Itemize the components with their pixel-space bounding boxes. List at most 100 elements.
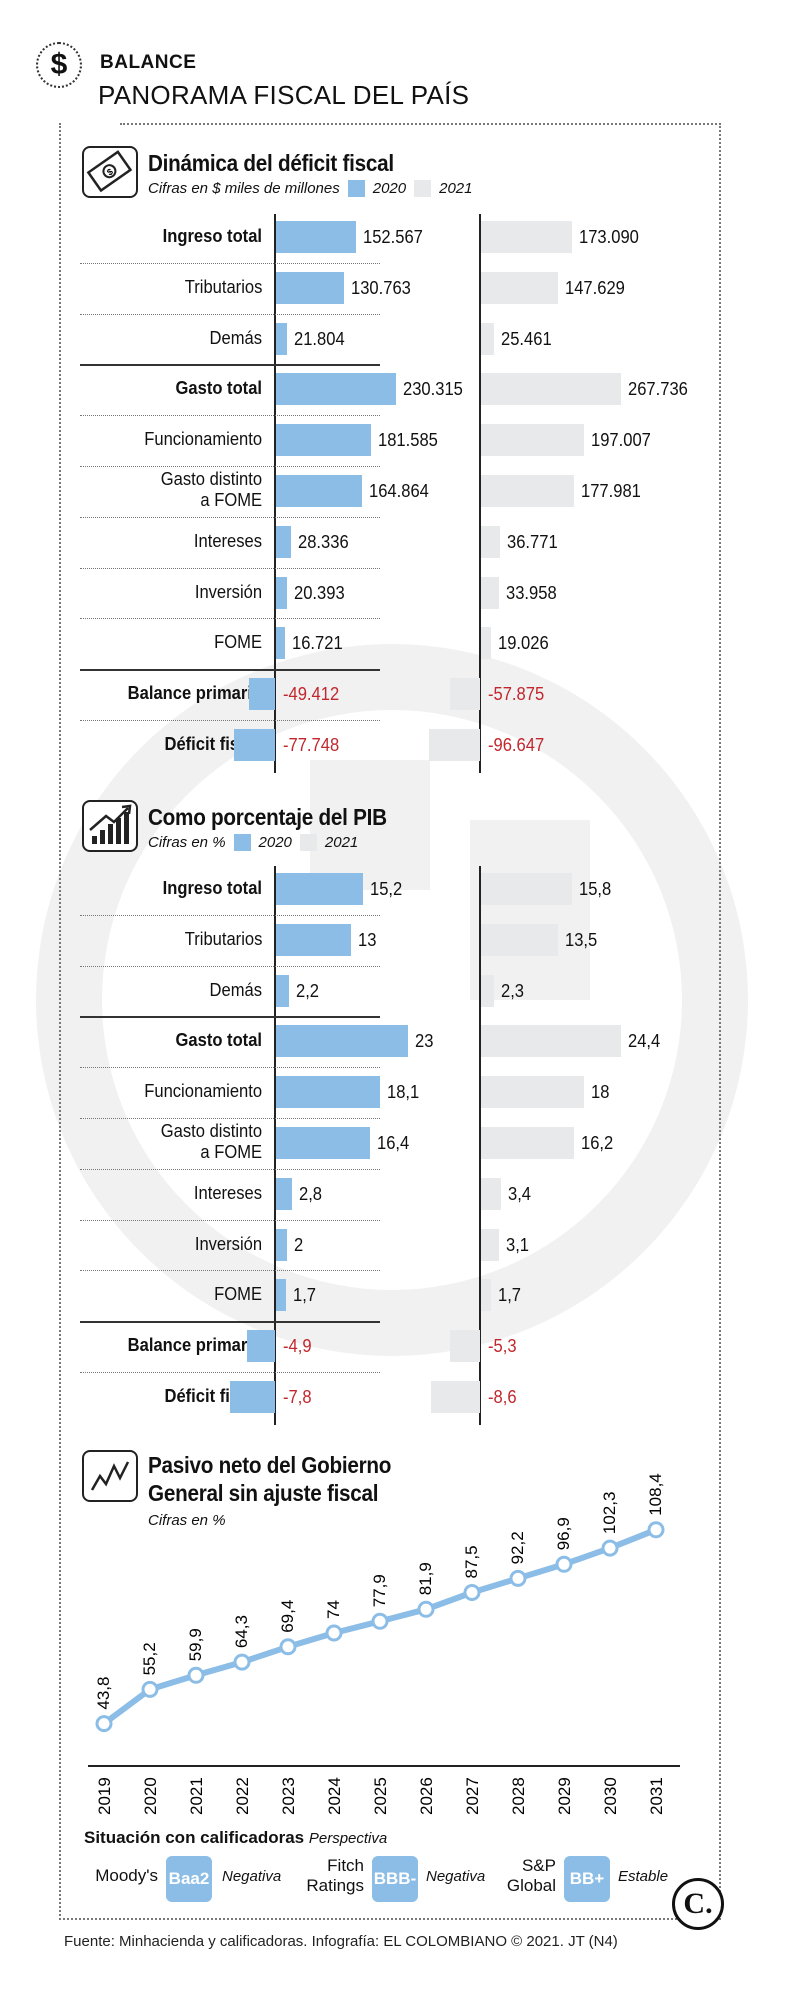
- value-label-2021: 177.981: [581, 481, 641, 501]
- category-label: Intereses: [193, 530, 262, 551]
- value-label-2021: -5,3: [488, 1336, 517, 1357]
- value-label-2021: 197.007: [591, 430, 651, 451]
- category-label: Gasto total: [175, 1030, 262, 1051]
- value-label-2021: 24,4: [628, 1031, 661, 1052]
- bar-2020: [276, 475, 363, 507]
- bar-row: Déficit fiscal -77.748 -96.647: [80, 720, 676, 771]
- bar-2021: [481, 271, 559, 304]
- row-separator: [80, 313, 380, 315]
- value-label-2021: 33.958: [505, 582, 557, 603]
- frame-border: [59, 123, 721, 1920]
- bar-2021: [481, 1177, 501, 1210]
- bar-2020: [276, 923, 351, 956]
- x-tick-label: 2019: [95, 1777, 114, 1815]
- data-label: 87,5: [462, 1545, 481, 1578]
- x-tick-label: 2030: [601, 1777, 620, 1815]
- bar-2020: [276, 322, 288, 355]
- value-label-2021: 1,7: [497, 1285, 521, 1306]
- bar-row: Ingreso total 15,2 15,8: [80, 864, 676, 915]
- bar-2021: [481, 576, 499, 609]
- category-label: Funcionamiento: [144, 1081, 262, 1102]
- x-tick-label: 2031: [647, 1777, 666, 1815]
- section-title-deficit: Dinámica del déficit fiscal: [148, 150, 394, 176]
- bar-2021: [481, 1025, 621, 1058]
- bar-2020: [276, 873, 364, 905]
- x-tick-label: 2025: [371, 1777, 390, 1815]
- bar-2020: [276, 1076, 380, 1109]
- data-label: 81,9: [416, 1562, 435, 1595]
- bar-2021: [481, 974, 495, 1007]
- value-label-2020: 18,1: [386, 1082, 420, 1103]
- row-separator: [80, 1270, 380, 1272]
- bar-2021: [429, 729, 480, 761]
- agency-name-line2: Global: [506, 1876, 556, 1895]
- row-separator: [80, 965, 380, 967]
- value-label-2020: -4,9: [283, 1336, 312, 1357]
- bar-2021: [481, 322, 495, 355]
- bar-row: Gasto distinto a FOME 164.864 177.981: [80, 466, 676, 517]
- category-label: Intereses: [193, 1182, 262, 1203]
- x-tick-label: 2028: [509, 1777, 528, 1815]
- value-label-2020: 181.585: [377, 430, 438, 451]
- value-label-2020: 21.804: [294, 328, 346, 349]
- svg-text:$: $: [105, 166, 115, 177]
- rating-badge-fitch: BBB-: [372, 1856, 418, 1902]
- section-subtitle-pasivo: Cifras en %: [148, 1512, 226, 1529]
- category-label: FOME: [214, 632, 262, 653]
- value-label-2020: 16,4: [377, 1133, 410, 1153]
- row-separator: [80, 1067, 380, 1069]
- value-label-2020: 1,7: [292, 1285, 316, 1306]
- value-label-2020: 130.763: [351, 277, 412, 298]
- value-label-2020: 164.864: [369, 481, 430, 501]
- bar-row: Intereses 2,8 3,4: [80, 1168, 676, 1220]
- data-label: 64,3: [232, 1615, 251, 1648]
- bar-row: Gasto total 23 24,4: [80, 1016, 676, 1067]
- bar-2020: [276, 576, 287, 609]
- value-label-2021: 173.090: [578, 227, 639, 247]
- outlook-fitch: Negativa: [426, 1868, 486, 1885]
- section-title-pasivo-1: Pasivo neto del Gobierno: [148, 1452, 392, 1478]
- category-label: Inversión: [194, 581, 262, 602]
- data-label: 69,4: [278, 1600, 297, 1633]
- bar-row: Gasto distinto a FOME 16,4 16,2: [80, 1118, 676, 1169]
- section-subtitle-deficit: Cifras en $ miles de millones 2020 2021: [148, 180, 473, 197]
- bar-2021: [449, 1330, 480, 1363]
- value-label-2021: 16,2: [580, 1133, 614, 1153]
- value-label-2021: 25.461: [501, 328, 552, 349]
- value-label-2021: -8,6: [488, 1387, 517, 1407]
- growth-chart-icon: [82, 800, 138, 852]
- bar-2021: [481, 873, 572, 905]
- data-label: 92,2: [508, 1531, 527, 1564]
- row-separator: [80, 1372, 380, 1373]
- bar-row: Funcionamiento 18,1 18: [80, 1067, 676, 1118]
- bar-row: Inversión 20.393 33.958: [80, 567, 676, 619]
- x-tick-label: 2024: [325, 1777, 344, 1815]
- value-label-2020: -49.412: [283, 684, 340, 705]
- value-label-2021: 19.026: [497, 633, 549, 654]
- x-tick-label: 2022: [233, 1777, 252, 1815]
- row-separator: [80, 1219, 380, 1221]
- el-colombiano-logo: C.: [672, 1878, 724, 1930]
- data-point: [417, 1600, 435, 1618]
- bar-row: Déficit fiscal -7,8 -8,6: [80, 1372, 676, 1423]
- bar-2020: [276, 627, 285, 660]
- bar-2021: [481, 1279, 491, 1312]
- row-separator: [80, 364, 380, 367]
- category-label: FOME: [214, 1284, 262, 1305]
- x-tick-label: 2027: [463, 1777, 482, 1815]
- bar-row: Demás 21.804 25.461: [80, 313, 676, 365]
- x-tick-label: 2020: [141, 1777, 160, 1815]
- bar-2021: [481, 475, 575, 507]
- subtitle-text: Cifras en %: [148, 834, 226, 851]
- bar-2020: [276, 373, 397, 406]
- bar-2020: [276, 1025, 408, 1058]
- data-point: [555, 1555, 573, 1573]
- data-label: 108,4: [646, 1473, 665, 1516]
- data-point: [279, 1638, 297, 1656]
- row-separator: [80, 669, 380, 672]
- value-label-2021: 36.771: [507, 531, 558, 552]
- data-point: [509, 1569, 527, 1587]
- value-label-2020: 2,8: [299, 1183, 323, 1204]
- bar-2021: [481, 1076, 585, 1109]
- source-credit: Fuente: Minhacienda y calificadoras. Inf…: [64, 1933, 618, 1950]
